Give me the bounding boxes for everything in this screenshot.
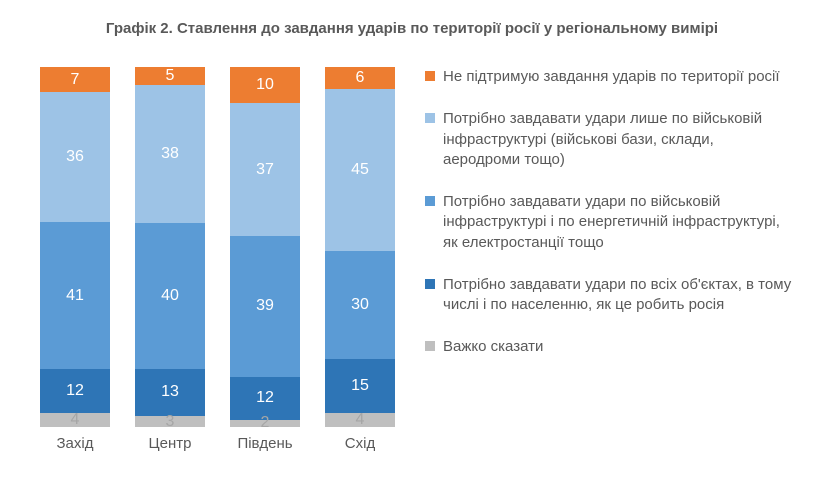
legend-swatch [425, 196, 435, 206]
bar-column: 5 38 40 13 3 Центр [135, 67, 205, 452]
chart-area: 73641124Захід53840133Центр103739122Півде… [30, 67, 794, 452]
category-label: Центр [149, 435, 192, 452]
legend-label: Потрібно завдавати удари по всіх об'єкта… [443, 275, 794, 316]
legend-label: Потрібно завдавати удари лише по військо… [443, 109, 794, 170]
segment-value: 30 [351, 296, 369, 314]
bar-column: 10 37 39 12 2 Південь [230, 67, 300, 452]
bar-segment: 39 [230, 236, 300, 376]
segment-value: 36 [66, 148, 84, 166]
bar-segment: 5 [135, 67, 205, 85]
legend-swatch [425, 341, 435, 351]
bar-segment: 4 [325, 413, 395, 427]
segment-value: 37 [256, 161, 274, 179]
bars-area: 73641124Захід53840133Центр103739122Півде… [30, 67, 395, 452]
legend-label: Важко сказати [443, 337, 543, 357]
bar-column: 6 45 30 15 4 Схід [325, 67, 395, 452]
stacked-bar: 10 37 39 12 2 [230, 67, 300, 427]
segment-value: 6 [356, 69, 365, 87]
legend-item: Потрібно завдавати удари по всіх об'єкта… [425, 275, 794, 316]
bar-segment: 10 [230, 67, 300, 103]
bar-column: 7 36 41 12 4 Захід [40, 67, 110, 452]
chart-title: Графік 2. Ставлення до завдання ударів п… [30, 20, 794, 37]
bar-segment: 12 [40, 369, 110, 412]
bar-segment: 36 [40, 92, 110, 222]
segment-value: 39 [256, 297, 274, 315]
bar-segment: 37 [230, 103, 300, 236]
bar-segment: 13 [135, 369, 205, 416]
legend-swatch [425, 113, 435, 123]
bar-segment: 12 [230, 377, 300, 420]
bar-segment: 7 [40, 67, 110, 92]
bar-segment: 41 [40, 222, 110, 370]
segment-value: 10 [256, 76, 274, 94]
bar-segment: 6 [325, 67, 395, 89]
segment-value: 2 [261, 414, 270, 432]
bar-segment: 40 [135, 223, 205, 368]
segment-value: 45 [351, 161, 369, 179]
category-label: Південь [237, 435, 292, 452]
segment-value: 12 [66, 382, 84, 400]
legend-item: Потрібно завдавати удари лише по військо… [425, 109, 794, 170]
legend-item: Не підтримую завдання ударів по територі… [425, 67, 794, 87]
category-label: Захід [57, 435, 94, 452]
legend-label: Не підтримую завдання ударів по територі… [443, 67, 780, 87]
legend-label: Потрібно завдавати удари по військовій і… [443, 192, 794, 253]
bar-segment: 15 [325, 359, 395, 413]
segment-value: 12 [256, 389, 274, 407]
bar-segment: 4 [40, 413, 110, 427]
segment-value: 7 [71, 71, 80, 89]
legend-swatch [425, 71, 435, 81]
segment-value: 4 [356, 411, 365, 429]
category-label: Схід [345, 435, 375, 452]
stacked-bar: 6 45 30 15 4 [325, 67, 395, 427]
legend-item: Важко сказати [425, 337, 794, 357]
segment-value: 5 [166, 67, 175, 85]
legend-swatch [425, 279, 435, 289]
bar-segment: 3 [135, 416, 205, 427]
bar-segment: 38 [135, 85, 205, 223]
segment-value: 41 [66, 287, 84, 305]
segment-value: 38 [161, 145, 179, 163]
legend: Не підтримую завдання ударів по територі… [425, 67, 794, 452]
segment-value: 4 [71, 411, 80, 429]
bar-segment: 45 [325, 89, 395, 251]
segment-value: 3 [166, 413, 175, 431]
legend-item: Потрібно завдавати удари по військовій і… [425, 192, 794, 253]
segment-value: 40 [161, 287, 179, 305]
stacked-bar: 7 36 41 12 4 [40, 67, 110, 427]
bar-segment: 30 [325, 251, 395, 359]
segment-value: 13 [161, 383, 179, 401]
bar-segment: 2 [230, 420, 300, 427]
segment-value: 15 [351, 377, 369, 395]
stacked-bar: 5 38 40 13 3 [135, 67, 205, 427]
